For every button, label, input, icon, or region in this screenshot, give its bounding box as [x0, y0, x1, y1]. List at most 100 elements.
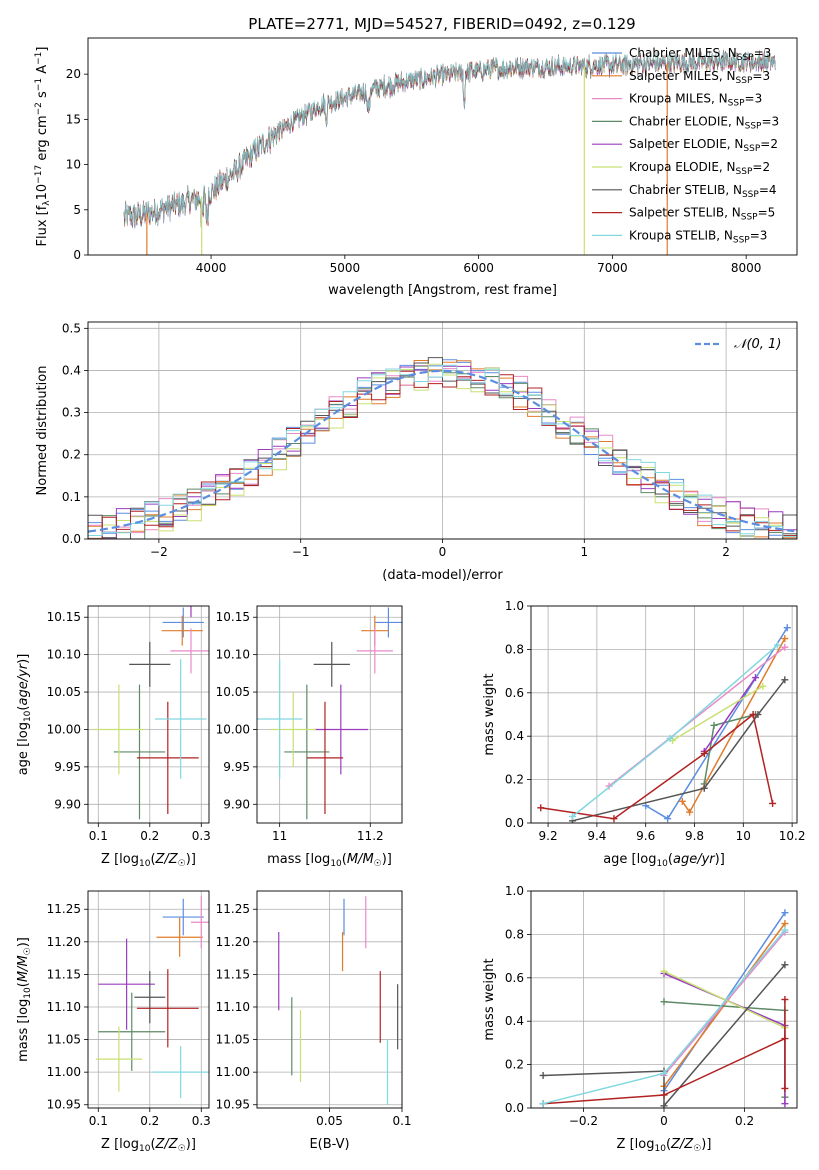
tick-label-y: 11.15	[216, 967, 250, 981]
tick-label-y: 0.4	[505, 1014, 524, 1028]
histogram-series	[88, 364, 797, 537]
legend-label: Chabrier ELODIE, NSSP=3	[629, 114, 779, 131]
tick-label-y: 0.5	[62, 321, 81, 335]
axis-label-x: mass [log10(M/M☉)]	[267, 852, 392, 869]
tick-label-y: 9.90	[54, 797, 81, 811]
tick-label-y: 1.0	[505, 599, 524, 613]
tick-label-x: 10.2	[779, 829, 806, 843]
axis-label-y: Normed distribution	[35, 366, 50, 496]
tick-label-x: 5000	[330, 261, 361, 275]
tick-label-y: 0.2	[505, 1058, 524, 1072]
tick-label-y: 11.20	[47, 935, 81, 949]
errorbars	[257, 607, 402, 820]
tick-label-x: 0.3	[192, 829, 211, 843]
tick-label-x: 0.1	[89, 1114, 108, 1128]
tick-label-y: 5	[73, 203, 81, 217]
panel-mass_weight_vs_age: 9.2 9.4 9.6 9.8 10 10.2 0.0 0.2 0.4 0.6 0.8 1.0 age …	[482, 599, 805, 869]
tick-label-x: −0.2	[569, 1114, 598, 1128]
tick-label-y: 10.10	[216, 648, 250, 662]
tick-label-y: 10.95	[47, 1098, 81, 1112]
tick-label-x: 4000	[196, 261, 227, 275]
axis-label-x: Z [log10(Z/Z☉)]	[101, 852, 196, 869]
tick-label-x: 11	[272, 829, 287, 843]
tick-label-x: −2	[150, 545, 168, 559]
tick-label-y: 10	[66, 158, 81, 172]
tick-label-y: 11.10	[216, 1000, 250, 1014]
figure-title: PLATE=2771, MJD=54527, FIBERID=0492, z=0…	[248, 15, 635, 33]
axis-label-x: E(B-V)	[309, 1137, 349, 1152]
axes-frame	[530, 890, 798, 1109]
tick-label-y: 11.15	[47, 967, 81, 981]
panel-age_vs_Z: 0.1 0.2 0.3 9.90 9.95 10.00 10.05 10.10 10.15 Z […	[16, 605, 211, 869]
weight-series-line	[540, 713, 774, 820]
axes-frame	[87, 890, 210, 1109]
axis-label-x: age [log10(age/yr)]	[603, 852, 725, 869]
tick-label-y: 11.00	[216, 1065, 250, 1079]
tick-label-x: 10	[736, 829, 751, 843]
axis-label-y: mass weight	[482, 673, 497, 755]
tick-label-x: 2	[722, 545, 730, 559]
weight-series-line	[663, 970, 786, 1029]
legend-label: 𝒩(0, 1)	[734, 337, 781, 352]
axes-frame	[87, 37, 798, 256]
tick-label-x: 9.4	[587, 829, 606, 843]
weight-series-line	[572, 679, 786, 822]
tick-label-y: 0.0	[505, 816, 524, 830]
axis-label-y: Flux [fλ10−17 erg cm−2 s−1 A−1]	[34, 47, 52, 247]
tick-label-y: 10.05	[216, 685, 250, 699]
tick-label-y: 0.0	[62, 532, 81, 546]
weight-series-line	[672, 685, 764, 742]
tick-label-y: 0	[73, 248, 81, 262]
tick-label-x: 6000	[463, 261, 494, 275]
tick-label-x: 0.2	[140, 1114, 159, 1128]
tick-label-x: 0	[660, 1114, 668, 1128]
tick-label-x: 0.3	[192, 1114, 211, 1128]
tick-label-x: 7000	[597, 261, 628, 275]
tick-label-x: 0	[439, 545, 447, 559]
weight-lines	[537, 624, 791, 823]
weight-series-line	[663, 931, 786, 1076]
tick-label-x: 0.1	[392, 1114, 411, 1128]
tick-label-x: 0.1	[89, 829, 108, 843]
axes-frame	[256, 605, 403, 824]
histogram-steps	[88, 357, 797, 539]
axes-frame	[87, 605, 210, 824]
tick-label-y: 0.8	[505, 927, 524, 941]
legend-label: Kroupa STELIB, NSSP=3	[629, 228, 767, 245]
panel-spectrum: 4000 5000 6000 7000 8000 0 5 10 15 20 wavelength […	[34, 37, 798, 298]
gaussian-curve	[88, 369, 795, 533]
weight-series-line	[645, 627, 788, 820]
spectrum-lines	[123, 49, 776, 255]
panel-mass_vs_ebv: 0.05 0.1 10.95 11.00 11.05 11.10 11.15 11.20 11.…	[216, 890, 412, 1152]
tick-label-y: 0.6	[505, 971, 524, 985]
legend-label: Chabrier STELIB, NSSP=4	[629, 183, 777, 200]
axis-label-x: Z [log10(Z/Z☉)]	[617, 1137, 712, 1154]
tick-label-x: 0.05	[316, 1114, 343, 1128]
weight-series-line	[543, 964, 786, 1108]
tick-label-x: 1	[580, 545, 588, 559]
tick-label-y: 0.6	[505, 686, 524, 700]
axis-label-y: mass [log10(M/M☉)]	[16, 937, 33, 1062]
tick-label-y: 11.10	[47, 1000, 81, 1014]
tick-label-y: 11.25	[216, 902, 250, 916]
tick-label-y: 10.05	[47, 685, 81, 699]
axis-label-x: (data-model)/error	[382, 568, 503, 583]
legend-label: Chabrier MILES, NSSP=3	[629, 46, 771, 63]
tick-label-y: 10.00	[216, 722, 250, 736]
tick-label-x: 0.2	[140, 829, 159, 843]
tick-label-y: 11.05	[47, 1033, 81, 1047]
tick-label-y: 10.95	[216, 1098, 250, 1112]
axis-label-y: mass weight	[482, 958, 497, 1040]
tick-label-y: 9.90	[223, 797, 250, 811]
legend-label: Salpeter MILES, NSSP=3	[629, 69, 770, 86]
tick-label-y: 11.25	[47, 902, 81, 916]
panel-mass_weight_vs_Z: −0.2 0 0.2 0.0 0.2 0.4 0.6 0.8 1.0 Z [log10(Z/Z☉)…	[482, 884, 798, 1154]
tick-label-y: 15	[66, 112, 81, 126]
errorbars	[93, 606, 209, 820]
panel-mass_vs_Z: 0.1 0.2 0.3 10.95 11.00 11.05 11.10 11.15 11.20 1…	[16, 890, 211, 1154]
tick-label-y: 0.0	[505, 1101, 524, 1115]
tick-label-y: 0.1	[62, 490, 81, 504]
panel-age_vs_mass: 11 11.2 9.90 9.95 10.00 10.05 10.10 10.15 mass […	[216, 605, 403, 869]
